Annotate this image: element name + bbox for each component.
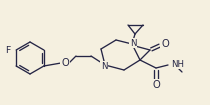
- Text: NH: NH: [171, 60, 184, 68]
- Text: N: N: [130, 39, 136, 47]
- Text: O: O: [152, 80, 160, 90]
- Text: F: F: [5, 45, 10, 54]
- Text: O: O: [161, 39, 169, 49]
- Text: N: N: [101, 62, 107, 70]
- Text: O: O: [61, 58, 69, 68]
